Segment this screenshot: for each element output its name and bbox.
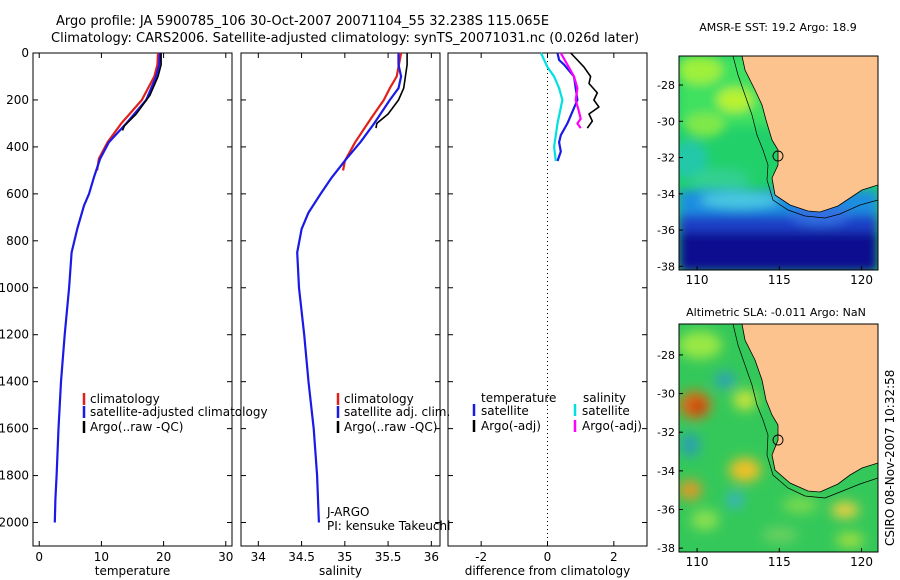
legend-label-argo: Argo(..raw -QC) — [344, 420, 437, 434]
series-line-salinity-argo-adj- — [559, 52, 582, 129]
difference-legend: temperature satellite Argo(-adj) salinit… — [472, 391, 642, 433]
legend-label-temp-satellite: satellite — [481, 404, 529, 418]
temperature-plot-frame — [32, 52, 233, 547]
x-tick-label: -2 — [475, 550, 487, 564]
sst-map-frame — [678, 55, 879, 271]
figure-title: Argo profile: JA 5900785_106 30-Oct-2007… — [56, 14, 549, 29]
series-line-temperature-argo-adj- — [570, 52, 600, 129]
difference-x-axis-label: difference from climatology — [465, 564, 631, 578]
map-y-tick-label: -32 — [657, 152, 675, 165]
salinity-panel: 34 34.5 35 35.5 36 salinity — [240, 52, 441, 578]
sla-map-title: Altimetric SLA: -0.011 Argo: NaN — [686, 306, 866, 319]
salinity-legend: climatology satellite adj. clim. Argo(..… — [326, 392, 450, 533]
y-tick-label: 1600 — [0, 422, 29, 436]
legend-label-sal-argo: Argo(-adj) — [582, 419, 642, 433]
y-tick-label: 1800 — [0, 469, 29, 483]
sla-argo-marker — [772, 434, 784, 446]
map-x-tick-label: 115 — [768, 273, 791, 287]
legend-label-climatology: climatology — [344, 392, 414, 406]
y-tick-label: 2000 — [0, 516, 29, 530]
map-y-tick-label: -30 — [657, 115, 675, 128]
y-tick-label: 0 — [21, 46, 29, 60]
temperature-x-axis-label: temperature — [95, 564, 170, 578]
x-tick-label: 30 — [218, 550, 233, 564]
sst-argo-marker — [772, 150, 784, 162]
legend-label-satellite-adj: satellite adj. clim. — [344, 405, 450, 419]
sla-map — [679, 324, 878, 552]
x-tick-label: 36 — [424, 550, 439, 564]
sla-land — [741, 324, 878, 493]
map-y-tick-label: -32 — [657, 426, 675, 439]
sst-map — [679, 56, 878, 270]
x-tick-label: 34.5 — [288, 550, 315, 564]
salinity-x-axis-label: salinity — [319, 564, 362, 578]
y-tick-label: 400 — [6, 140, 29, 154]
x-tick-label: 0 — [544, 550, 552, 564]
series-line-satellite-adj-clim- — [296, 53, 403, 523]
map-y-tick-label: -38 — [657, 542, 675, 555]
map-x-tick-label: 120 — [850, 555, 873, 569]
sst-map-axes: 110 115 120 -28 -30 -32 -34 -36 -38 — [657, 55, 879, 287]
map-y-tick-label: -38 — [657, 260, 675, 273]
x-tick-label: 35 — [337, 550, 352, 564]
series-line-salinity-satellite — [539, 52, 564, 162]
sla-map-frame — [678, 323, 879, 553]
map-x-tick-label: 110 — [686, 273, 709, 287]
map-y-tick-label: -36 — [657, 503, 675, 516]
y-tick-label: 200 — [6, 93, 29, 107]
series-line-temperature-satellite — [556, 52, 579, 162]
map-x-tick-label: 110 — [686, 555, 709, 569]
series-line-argo-raw-qc- — [121, 53, 162, 131]
jargo-annotation: J-ARGO — [326, 505, 369, 519]
legend-heading-salinity: salinity — [583, 391, 626, 405]
map-y-tick-label: -34 — [657, 465, 675, 478]
legend-label-satellite-adjusted: satellite-adjusted climatology — [90, 405, 268, 419]
legend-label-sal-satellite: satellite — [582, 404, 630, 418]
y-tick-label: 800 — [6, 234, 29, 248]
sla-isobath — [732, 324, 878, 499]
y-tick-label: 600 — [6, 187, 29, 201]
sla-map-axes: 110 115 120 -28 -30 -32 -34 -36 -38 — [657, 323, 879, 569]
map-y-tick-label: -28 — [657, 79, 675, 92]
map-y-tick-label: -30 — [657, 388, 675, 401]
map-x-tick-label: 120 — [850, 273, 873, 287]
temperature-legend: climatology satellite-adjusted climatolo… — [82, 392, 268, 434]
series-line-argo-raw-qc- — [375, 53, 408, 129]
credit-timestamp: CSIRO 08-Nov-2007 10:32:58 — [883, 370, 897, 546]
x-tick-label: 35.5 — [375, 550, 402, 564]
series-line-climatology — [96, 52, 160, 171]
figure-subtitle: Climatology: CARS2006. Satellite-adjuste… — [51, 31, 639, 46]
x-tick-label: 10 — [94, 550, 109, 564]
x-tick-label: 34 — [251, 550, 266, 564]
y-tick-label: 1400 — [0, 375, 29, 389]
map-x-tick-label: 115 — [768, 555, 791, 569]
legend-label-climatology: climatology — [90, 392, 160, 406]
temperature-panel: 0 10 20 30 0 200 400 600 800 1000 1200 1400 1600 1800… — [0, 46, 233, 578]
x-tick-label: 0 — [35, 550, 43, 564]
legend-heading-temperature: temperature — [481, 391, 556, 405]
legend-label-temp-argo: Argo(-adj) — [481, 419, 541, 433]
sst-land — [741, 56, 878, 213]
sst-map-title: AMSR-E SST: 19.2 Argo: 18.9 — [699, 21, 857, 34]
legend-label-argo: Argo(..raw -QC) — [90, 420, 183, 434]
pi-annotation: PI: kensuke Takeuchi — [327, 519, 450, 533]
map-y-tick-label: -36 — [657, 224, 675, 237]
difference-plot-frame — [447, 52, 648, 547]
map-y-tick-label: -28 — [657, 349, 675, 362]
x-tick-label: 2 — [610, 550, 618, 564]
salinity-plot-frame — [240, 52, 441, 547]
sst-isobath — [732, 56, 878, 219]
y-tick-label: 1200 — [0, 328, 29, 342]
x-tick-label: 20 — [156, 550, 171, 564]
y-tick-label: 1000 — [0, 281, 29, 295]
map-y-tick-label: -34 — [657, 188, 675, 201]
